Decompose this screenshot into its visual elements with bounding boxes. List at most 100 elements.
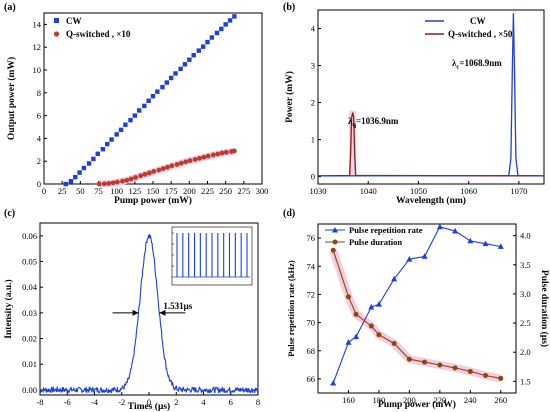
cw-point — [109, 137, 114, 142]
cw-point — [155, 89, 160, 94]
cw-point — [136, 108, 142, 113]
panel-c-ytick-label: 0.00 — [22, 385, 37, 395]
panel-d-right-ytick-label: 3.0 — [520, 289, 531, 299]
panel-d-xtick-label: 160 — [342, 395, 355, 405]
panel-d-left-ytick-label: 74 — [307, 261, 316, 271]
panel-a-xtick-label: 250 — [219, 186, 232, 196]
panel-a-xtick-label: 200 — [183, 186, 196, 196]
panel-a-xtick-label: 50 — [76, 186, 85, 196]
lambda-c-symbol: λ — [452, 58, 457, 68]
panel-a-ytick-label: 2 — [37, 156, 41, 166]
cw-point — [105, 141, 110, 147]
cw-point — [182, 62, 188, 67]
q-switched-point — [174, 161, 180, 167]
pulse-repetition-rate-point — [368, 303, 375, 310]
pulse-repetition-rate-point — [330, 379, 337, 386]
cw-point — [86, 161, 92, 166]
cw-point — [232, 14, 237, 19]
cw-point — [219, 26, 224, 32]
panel-a-xtick-label: 275 — [237, 186, 250, 196]
legend-duration-label: Pulse duration — [349, 237, 402, 247]
panel-d-xlabel: Pump power (mW) — [378, 399, 456, 410]
cw-point — [196, 48, 201, 53]
lambda-q-annotation: λq=1036.9nm — [348, 116, 399, 129]
panel-b-xtick-label: 1050 — [410, 186, 427, 196]
panel-a-xtick-label: 25 — [58, 186, 67, 196]
panel-a-xtick-label: 100 — [110, 186, 123, 196]
q-switched-point — [101, 181, 107, 187]
panel-a-xtick-label: 0 — [42, 186, 46, 196]
q-switched-point — [192, 157, 198, 162]
panel-a: 0 25 50 75 100 125 150 175 200 225 250 275 300 0 2 4 6 8 1… — [4, 2, 268, 206]
panel-c-ytick-label: 0.01 — [22, 359, 37, 369]
panel-c-ytick-label: 0.06 — [22, 231, 37, 241]
q-switched-spectrum — [317, 112, 545, 177]
panel-a-ytick-label: 6 — [37, 111, 41, 121]
cw-point — [227, 18, 233, 23]
legend-repetition-marker — [332, 227, 338, 233]
pulse-duration-point — [368, 323, 374, 329]
pulse-duration-point — [406, 356, 412, 362]
panel-d-right-ytick-label: 4.0 — [520, 231, 531, 241]
panel-d-right-ytick-label: 1.5 — [520, 376, 531, 386]
panel-c-xtick-label: -4 — [91, 397, 99, 407]
lambda-c-value: =1068.9nm — [459, 58, 502, 68]
pulse-repetition-rate-point — [467, 237, 474, 244]
lambda-q-symbol: λ — [348, 116, 353, 126]
q-switched-point — [187, 158, 193, 164]
panel-b-ytick-label: 1 — [311, 135, 315, 145]
q-switched-point — [138, 173, 144, 179]
panel-d-right-ytick-label: 2.0 — [520, 347, 531, 357]
panel-d: 160 180 200 220 240 260 66 68 70 72 74 76 1.5 2.0 2.5 3… — [283, 208, 550, 410]
panel-a-ytick-label: 12 — [33, 42, 42, 52]
legend-cw-marker — [54, 18, 59, 23]
cw-point — [68, 178, 74, 184]
panel-a-ytick-label: 4 — [37, 133, 42, 143]
panel-b-ytick-label: 0 — [311, 172, 315, 182]
cw-point — [123, 122, 128, 127]
pulse-repetition-rate-point — [452, 227, 459, 234]
cw-point — [63, 181, 68, 187]
panel-c-xtick-label: -8 — [36, 397, 43, 407]
panel-b-ytick-label: 4 — [311, 24, 316, 34]
panel-d-xtick-label: 200 — [403, 395, 416, 405]
panel-a-xtick-label: 225 — [201, 186, 214, 196]
pulse-repetition-rate-point — [482, 240, 489, 247]
panel-c-xtick-label: -2 — [118, 397, 125, 407]
legend-q-switched-label: Q-switched , ×50 — [448, 29, 513, 39]
panel-c-ytick-label: 0.05 — [22, 257, 37, 267]
q-switched-point — [110, 180, 116, 186]
q-switched-point — [205, 153, 211, 159]
panel-d-left-ytick-label: 66 — [307, 374, 316, 384]
legend-duration-marker — [332, 239, 338, 245]
panel-a-ytick-label: 14 — [33, 19, 42, 29]
panel-d-left-ytick-label: 68 — [307, 346, 316, 356]
panel-a-xlabel: Pump power (mW) — [114, 195, 192, 206]
cw-point — [73, 174, 78, 180]
q-switched-point — [223, 149, 229, 155]
q-switched-point — [151, 169, 157, 174]
panel-b-xtick-label: 1030 — [310, 186, 327, 196]
panel-c-xtick-label: 0 — [147, 397, 151, 407]
panel-d-frame — [317, 223, 517, 394]
pulse-duration-point — [452, 365, 458, 371]
panel-d-ylabel-right: Pulse duration (μs) — [539, 270, 550, 347]
panel-d-xtick-label: 240 — [464, 395, 477, 405]
lambda-c-subscript: c — [456, 64, 459, 71]
panel-a-ylabel: Output power (mW) — [6, 57, 17, 140]
panel-c-ytick-label: 0.02 — [22, 334, 37, 344]
cw-point — [95, 151, 100, 156]
fwhm-left-arrowhead — [132, 309, 139, 316]
cw-point — [178, 66, 183, 72]
pulse-repetition-rate-point — [353, 333, 360, 340]
q-switched-point — [128, 176, 134, 182]
cw-point — [187, 57, 192, 62]
q-switched-point — [201, 154, 207, 160]
panel-d-left-ytick-label: 70 — [307, 318, 316, 328]
legend-repetition-label: Pulse repetition rate — [349, 225, 423, 235]
panel-b-xtick-label: 1060 — [460, 186, 477, 196]
panel-b-xtick-label: 1040 — [360, 186, 377, 196]
cw-point — [142, 103, 147, 109]
panel-b-ylabel: Power (mW) — [284, 71, 295, 123]
